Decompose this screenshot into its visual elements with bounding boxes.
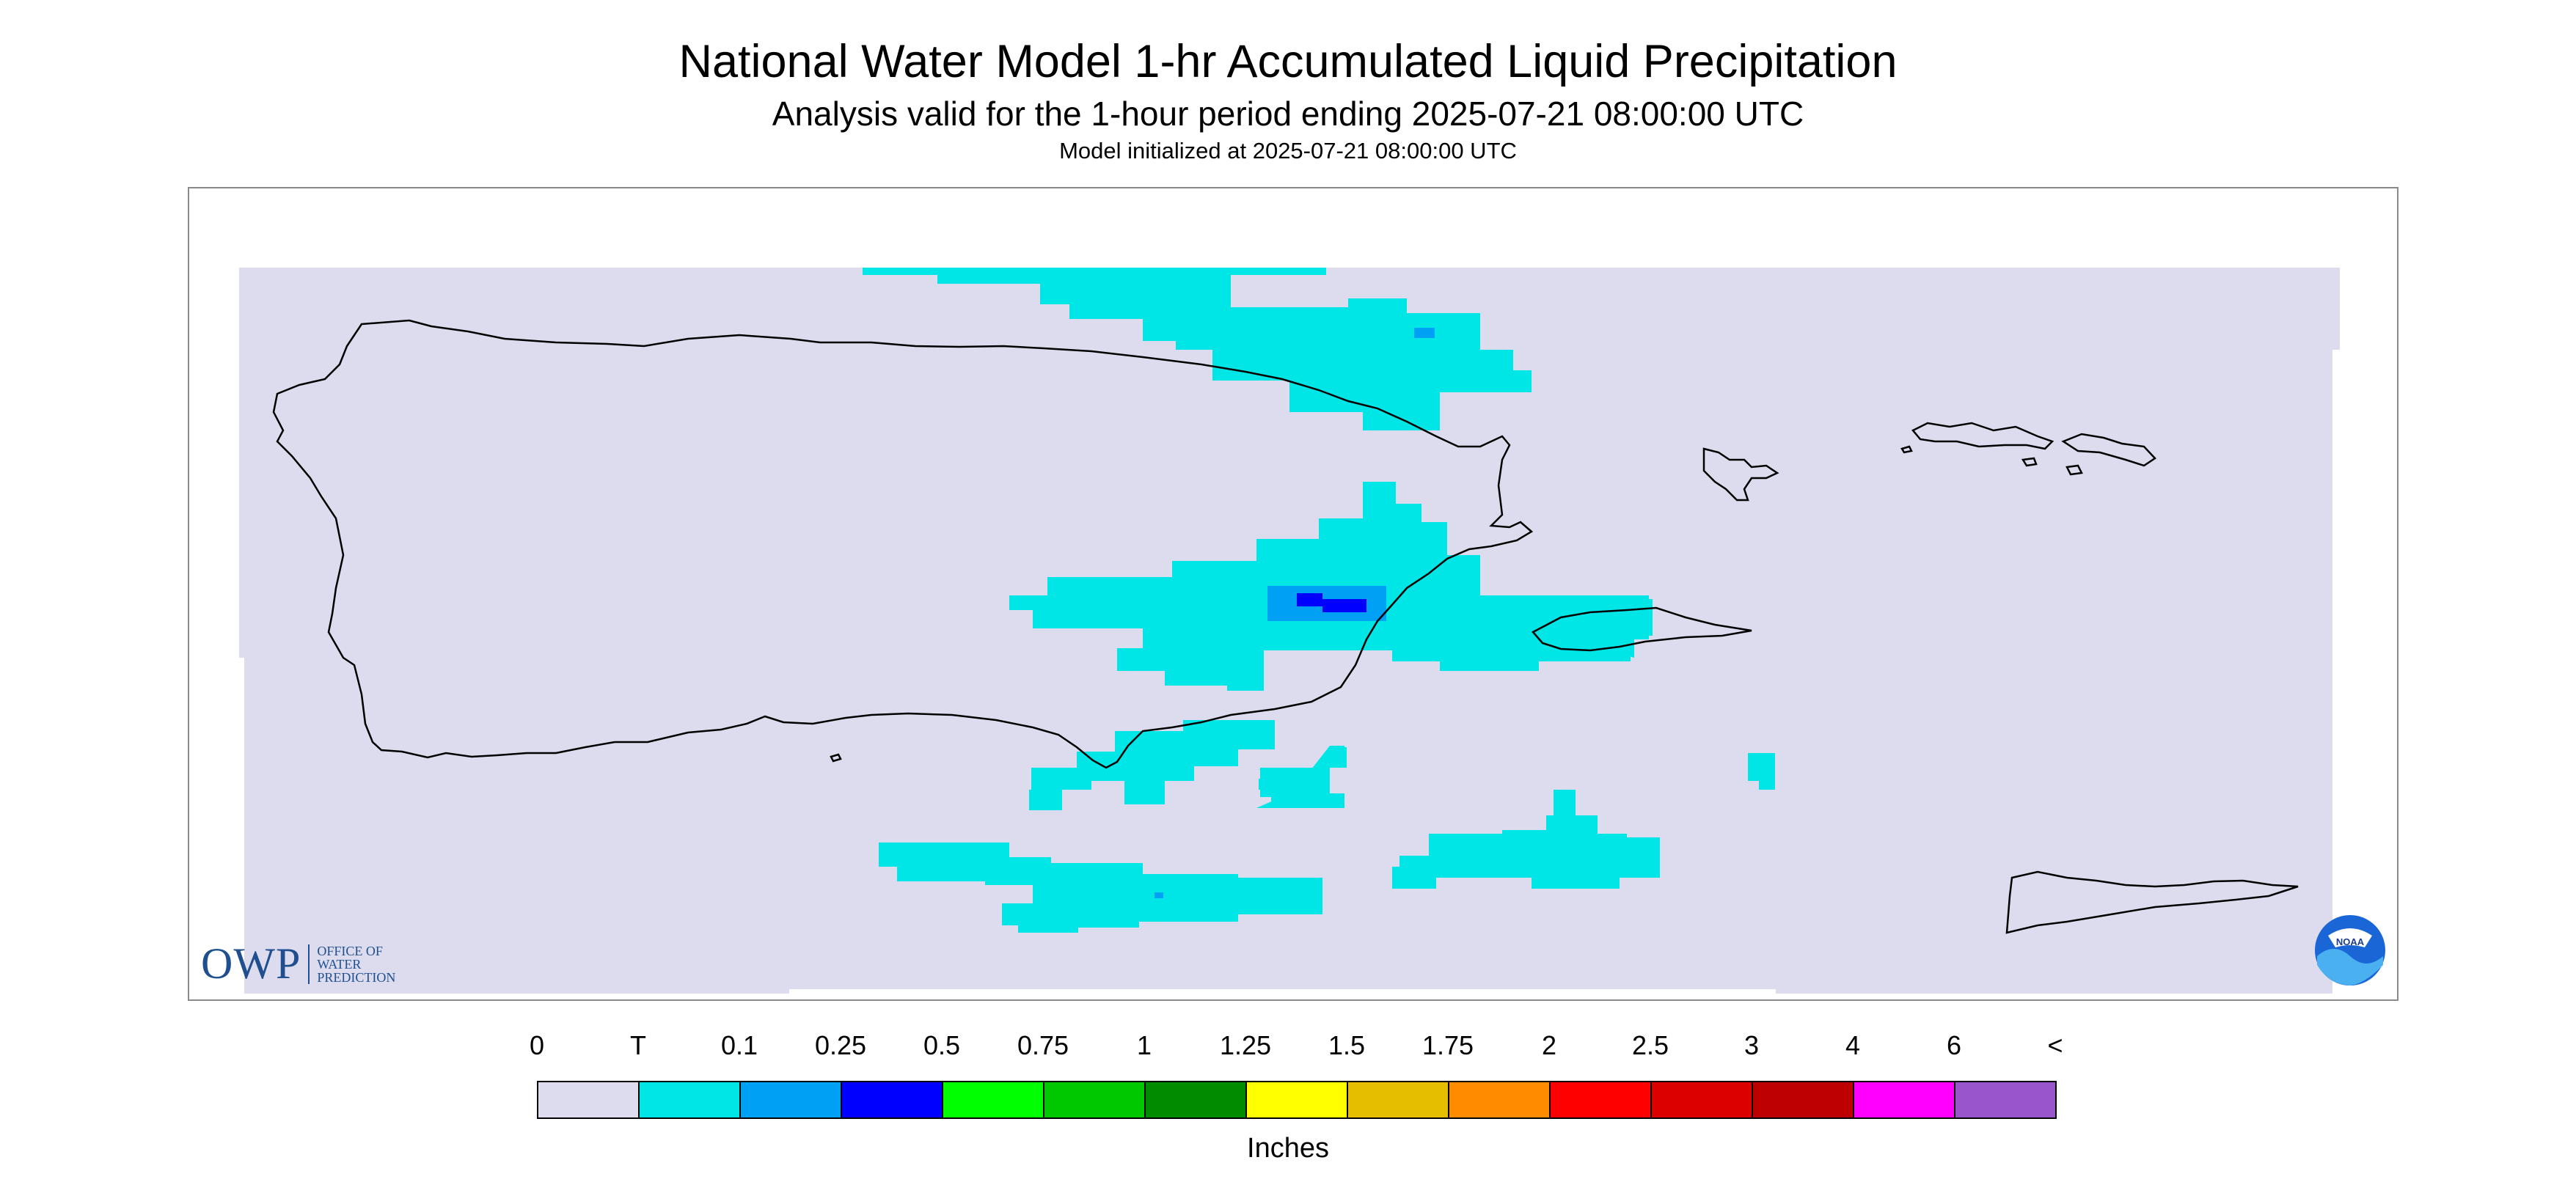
model-init-text: Model initialized at 2025-07-21 08:00:00… <box>1059 138 1517 164</box>
precip-moderate-core <box>1297 593 1366 612</box>
legend-swatch <box>842 1082 943 1117</box>
legend-tick-label: 1.75 <box>1421 1030 1474 1060</box>
precip-cell-south-3 <box>1256 793 1344 808</box>
coastline-small-islands <box>1900 445 2083 476</box>
coastline-st-croix <box>2005 870 2299 934</box>
legend-tick-label: 1 <box>1136 1030 1152 1060</box>
precip-light-south <box>1155 892 1163 898</box>
owp-logo-subtitle: OFFICE OF WATER PREDICTION <box>308 944 395 984</box>
legend-tick-label: 0.5 <box>923 1030 961 1060</box>
owp-logo-line: OFFICE OF <box>317 943 383 958</box>
map-canvas <box>239 268 2340 994</box>
precipitation-map: OWP OFFICE OF WATER PREDICTION NOAA <box>188 187 2398 1001</box>
legend-tick-label: 3 <box>1743 1030 1760 1060</box>
owp-logo-line: PREDICTION <box>317 969 396 985</box>
precip-cell-south-1 <box>1029 720 1275 810</box>
legend-swatch <box>1348 1082 1449 1117</box>
legend-tick-label: < <box>2047 1030 2063 1060</box>
precip-cell-south-east-band <box>1392 790 1660 889</box>
legend-swatch <box>640 1082 741 1117</box>
legend-colorbar <box>537 1081 2057 1119</box>
coastline-desecheo <box>830 753 842 763</box>
legend-swatch <box>1955 1082 2055 1117</box>
legend-tick-label: 1.5 <box>1328 1030 1366 1060</box>
owp-logo-line: WATER <box>317 956 362 972</box>
legend-swatch <box>1044 1082 1146 1117</box>
legend-labels: 0 T 0.1 0.25 0.5 0.75 1 1.25 1.5 1.75 2 2.5 3 4 6 < <box>0 1030 2576 1067</box>
coastline-st-thomas <box>1911 422 2054 450</box>
legend-tick-label: 0 <box>529 1030 545 1060</box>
owp-logo-mark: OWP <box>201 939 301 988</box>
coastline-vieques <box>1532 606 1752 652</box>
legend-tick-label: T <box>630 1030 646 1060</box>
legend-tick-label: 0.75 <box>1017 1030 1069 1060</box>
legend-swatch <box>943 1082 1044 1117</box>
coastline-st-john <box>2061 433 2156 467</box>
precip-trace-cells <box>863 268 1775 933</box>
precip-cell-east-far <box>1748 753 1775 790</box>
legend-tick-label: 2.5 <box>1631 1030 1669 1060</box>
coastline-culebra <box>1702 447 1779 502</box>
precip-cell-north <box>863 268 1532 430</box>
legend-tick-label: 6 <box>1946 1030 1962 1060</box>
legend-swatch <box>1146 1082 1247 1117</box>
legend-swatch <box>741 1082 842 1117</box>
legend-swatch <box>1449 1082 1551 1117</box>
legend-tick-label: 1.25 <box>1219 1030 1272 1060</box>
owp-logo: OWP OFFICE OF WATER PREDICTION <box>201 939 395 989</box>
legend-swatch <box>1652 1082 1753 1117</box>
precip-cell-east-band <box>1443 599 1653 658</box>
coastlines <box>272 319 2299 934</box>
legend-tick-label: 0.1 <box>720 1030 758 1060</box>
precip-cell-south-2 <box>1260 747 1347 808</box>
precip-light-north <box>1414 328 1435 338</box>
precip-moderate-cells <box>1297 593 1366 612</box>
map-subtitle: Analysis valid for the 1-hour period end… <box>772 95 1804 133</box>
map-title: National Water Model 1-hr Accumulated Li… <box>678 36 1898 87</box>
legend-tick-label: 4 <box>1845 1030 1861 1060</box>
legend-tick-label: 0.25 <box>814 1030 867 1060</box>
noaa-emblem-icon: NOAA <box>2315 915 2385 985</box>
precip-cell-southwest <box>879 843 1322 933</box>
legend-swatch <box>1854 1082 1955 1117</box>
legend-swatch <box>538 1082 640 1117</box>
noaa-text: NOAA <box>2336 936 2365 947</box>
legend-tick-label: 2 <box>1541 1030 1557 1060</box>
coastline-puerto-rico <box>272 319 1534 769</box>
noaa-logo: NOAA <box>2313 914 2387 991</box>
legend-units: Inches <box>1247 1133 1329 1164</box>
legend-swatch <box>1551 1082 1652 1117</box>
legend-swatch <box>1753 1082 1854 1117</box>
legend-swatch <box>1247 1082 1348 1117</box>
